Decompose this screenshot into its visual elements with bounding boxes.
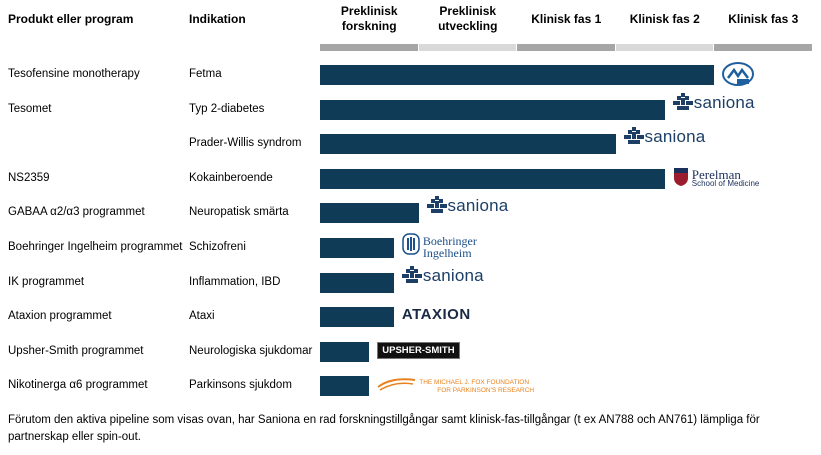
phase-header: Klinisk fas 2 — [629, 12, 700, 26]
progress-bar — [320, 238, 394, 258]
saniona-logo: saniona — [623, 127, 706, 147]
table-row: Upsher-Smith programmet Neurologiska sjuk… — [0, 341, 821, 363]
indication-name: Neurologiska sjukdomar — [189, 344, 313, 357]
progress-bar — [320, 376, 370, 397]
indication-name: Schizofreni — [189, 241, 246, 253]
boehringer-logo-icon — [402, 233, 420, 260]
saniona-wordmark: saniona — [447, 196, 509, 216]
table-row: Tesofensine monotherapy Fetma — [0, 62, 821, 86]
program-name: Upsher-Smith programmet — [8, 344, 144, 357]
ataxion-logo-icon: ATAXION — [401, 306, 471, 324]
saniona-wordmark: saniona — [693, 92, 755, 112]
program-name: Ataxion programmet — [8, 310, 112, 323]
indication-name: Ataxi — [189, 310, 215, 323]
fox-swoosh-icon — [377, 375, 417, 398]
indication-name: Kokainberoende — [189, 171, 273, 184]
indication-name: Inflammation, IBD — [189, 275, 281, 288]
program-name: GABAA α2/α3 programmet — [8, 206, 145, 219]
perelman-logo: Perelman School of Medicine — [673, 167, 760, 192]
table-row: Nikotinerga α6 programmet Parkinsons sjuk… — [0, 375, 821, 397]
upsher-smith-logo-icon: UPSHER-SMITH — [377, 341, 460, 359]
indication-name: Fetma — [189, 68, 222, 80]
indication-name: Neuropatisk smärta — [189, 206, 289, 219]
progress-bar — [320, 134, 616, 155]
table-row: Tesomet Typ 2-diabetes saniona — [0, 92, 821, 121]
boehringer-logo: Boehringer Ingelheim — [402, 233, 477, 260]
indication-name: Prader-Willis syndrom — [189, 137, 302, 150]
program-name: Tesomet — [8, 102, 52, 115]
indication-name: Typ 2-diabetes — [189, 102, 265, 115]
michael-j-fox-foundation-logo: THE MICHAEL J. FOX FOUNDATION FOR PARKINS… — [377, 375, 534, 398]
program-name: Nikotinerga α6 programmet — [8, 379, 148, 392]
indication-column-header: Indikation — [189, 12, 246, 26]
progress-bar — [320, 203, 419, 224]
saniona-logo-icon — [401, 265, 422, 286]
program-name: IK programmet — [8, 275, 85, 288]
saniona-logo-icon — [623, 127, 644, 147]
saniona-wordmark: saniona — [422, 265, 484, 285]
phase-header: Klinisk fas 3 — [728, 12, 799, 26]
table-row: Boehringer Ingelheim programmet Schizofre… — [0, 233, 821, 259]
saniona-logo-icon — [672, 92, 693, 113]
progress-bar — [320, 99, 665, 120]
program-column-header: Produkt eller program — [8, 12, 134, 26]
phase-bar — [320, 44, 418, 51]
program-name: Tesofensine monotherapy — [8, 68, 140, 80]
saniona-wordmark: saniona — [644, 127, 706, 147]
saniona-logo: saniona — [426, 196, 509, 216]
boehringer-text: Boehringer Ingelheim — [422, 233, 477, 260]
saniona-logo-icon — [426, 196, 447, 216]
table-row: Ataxion programmet Ataxi ATAXION — [0, 306, 821, 328]
progress-bar — [320, 341, 370, 362]
saniona-logo: saniona — [672, 92, 755, 113]
progress-bar — [320, 168, 665, 189]
table-row: NS2359 Kokainberoende Perelman School of Me… — [0, 167, 821, 192]
phase-header: Klinisk fas 1 — [531, 12, 602, 26]
phase-bar — [517, 44, 615, 51]
indication-name: Parkinsons sjukdom — [189, 379, 292, 392]
perelman-text: Perelman School of Medicine — [691, 167, 760, 189]
table-row: IK programmet Inflammation, IBD saniona — [0, 265, 821, 294]
program-name: Boehringer Ingelheim programmet — [8, 241, 183, 253]
phase-bar — [714, 44, 812, 51]
table-row: GABAA α2/α3 programmet Neuropatisk smärta… — [0, 196, 821, 224]
phase-bar — [615, 44, 713, 51]
table-row: Prader-Willis syndrom saniona — [0, 127, 821, 155]
progress-bar — [320, 307, 394, 328]
medix-logo-icon — [722, 62, 754, 86]
saniona-logo: saniona — [401, 265, 484, 286]
footer-note: Förutom den aktiva pipeline som visas ov… — [8, 414, 760, 443]
fox-text: THE MICHAEL J. FOX FOUNDATION FOR PARKINS… — [419, 378, 535, 394]
phase-bar — [418, 44, 516, 51]
perelman-shield-icon — [673, 167, 689, 192]
phase-header: Preklinisk forskning — [340, 4, 398, 33]
phase-header: Preklinisk utveckling — [438, 4, 498, 33]
progress-bar — [320, 272, 394, 293]
progress-bar — [320, 65, 714, 85]
program-name: NS2359 — [8, 171, 50, 184]
